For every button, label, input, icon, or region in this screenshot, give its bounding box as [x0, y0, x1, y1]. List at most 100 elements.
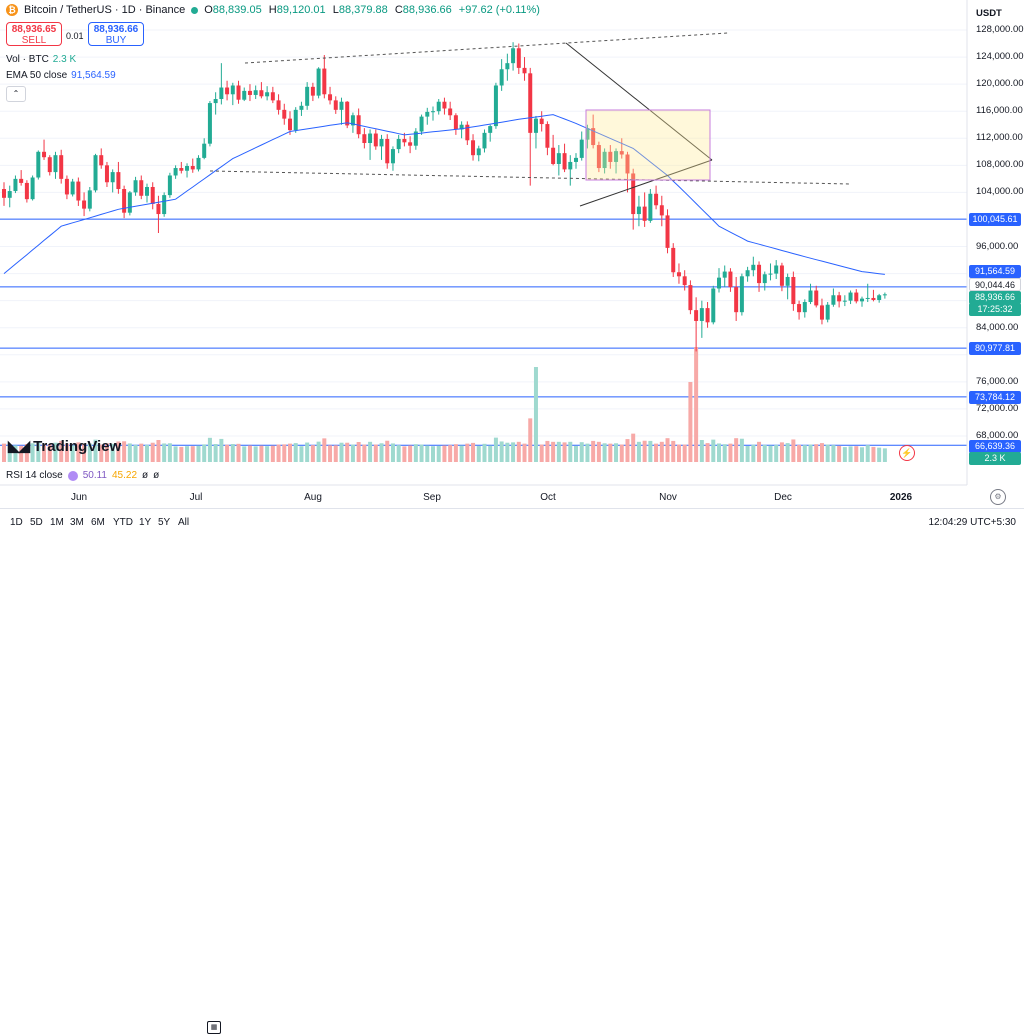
volume-bar	[562, 442, 567, 462]
rsi-legend[interactable]: RSI 14 close 50.11 45.22 ø ø	[6, 470, 159, 481]
calendar-icon[interactable]: ▦	[207, 1021, 221, 1034]
candle-body	[110, 172, 115, 183]
candle-body	[150, 186, 155, 204]
candle-body	[488, 126, 493, 133]
volume-bar	[76, 442, 81, 462]
candle-body	[162, 195, 167, 215]
price-chart[interactable]	[0, 0, 1024, 535]
candle-body	[585, 128, 590, 140]
candle-body	[196, 157, 201, 170]
range-button-5d[interactable]: 5D	[30, 517, 43, 528]
rsi-ma-value: 45.22	[112, 470, 138, 481]
candle-body	[574, 157, 578, 162]
triangle-lower-line	[579, 159, 713, 207]
candle-body	[202, 143, 207, 158]
volume-bar	[488, 445, 493, 462]
volume-bar	[288, 443, 292, 462]
candle-body	[339, 101, 344, 110]
range-button-3m[interactable]: 3M	[70, 517, 84, 528]
level-tag-66639: 66,639.36	[969, 440, 1021, 453]
volume-bar	[230, 444, 235, 462]
rsi-label: RSI 14 close	[6, 470, 63, 481]
volume-bar	[396, 445, 401, 462]
volume-bar	[762, 444, 767, 462]
volume-bar	[7, 444, 12, 462]
buy-button[interactable]: 88,936.66 BUY	[88, 22, 144, 46]
candle-body	[87, 190, 92, 209]
bitcoin-icon: ₿	[6, 4, 18, 16]
sell-button[interactable]: 88,936.65 SELL	[6, 22, 62, 46]
volume-bar	[42, 444, 47, 462]
level-tag-100045: 100,045.61	[969, 213, 1021, 226]
volume-legend[interactable]: Vol · BTC 2.3 K	[6, 54, 76, 65]
candle-body	[265, 92, 270, 97]
candle-body	[625, 154, 630, 174]
range-button-1y[interactable]: 1Y	[139, 517, 152, 528]
volume-bar	[568, 441, 573, 462]
candle-body	[19, 178, 24, 183]
candle-body	[305, 86, 310, 106]
candle-body	[2, 189, 6, 198]
trendline-drawings	[209, 32, 851, 207]
candle-body	[659, 205, 664, 216]
ema-price-tag: 91,564.59	[969, 265, 1021, 278]
candle-body	[333, 100, 338, 110]
volume-bar	[631, 433, 636, 462]
rsi-extra-2: ø	[153, 470, 160, 481]
volume-bar	[242, 446, 247, 462]
volume-bar	[671, 440, 676, 462]
candle-body	[70, 181, 75, 195]
candle-body	[47, 157, 52, 173]
tradingview-logo[interactable]: ◣◢ TradingView	[8, 437, 121, 456]
candle-body	[516, 48, 521, 68]
candle-body	[728, 271, 733, 288]
candle-body	[99, 155, 104, 166]
settings-icon[interactable]: ⚙	[990, 489, 1006, 505]
candle-body	[814, 290, 819, 306]
range-button-1d[interactable]: 1D	[10, 517, 23, 528]
candle-body	[36, 151, 41, 178]
candle-body	[127, 192, 132, 213]
collapse-legend-icon[interactable]: ⌃	[6, 86, 26, 102]
currency-label[interactable]: USDT	[976, 8, 1002, 19]
candle-body	[156, 203, 161, 215]
candle-body	[688, 285, 693, 311]
range-button-all[interactable]: All	[178, 517, 190, 528]
volume-bar	[2, 443, 6, 462]
volume-bar	[425, 445, 430, 462]
chart-grid	[0, 29, 967, 437]
candle-body	[408, 142, 413, 146]
range-button-6m[interactable]: 6M	[91, 517, 105, 528]
volume-bar	[648, 440, 653, 462]
sell-label: SELL	[21, 35, 47, 46]
volume-bar	[350, 444, 355, 462]
lightning-icon[interactable]: ⚡	[899, 445, 915, 461]
rsi-settings-icon[interactable]	[67, 470, 78, 481]
range-button-1m[interactable]: 1M	[50, 517, 64, 528]
candle-body	[373, 133, 378, 147]
high-value: 89,120.01	[276, 4, 326, 16]
candle-body	[471, 140, 476, 156]
volume-bar	[442, 445, 447, 462]
volume-bar	[865, 445, 870, 462]
volume-bar	[688, 382, 693, 462]
volume-bar	[127, 443, 132, 462]
candle-body	[671, 247, 676, 273]
candle-body	[368, 133, 373, 144]
price-tick: 112,000.00	[976, 132, 1023, 144]
volume-bar	[265, 446, 270, 462]
price-tick: 68,000.00	[976, 430, 1019, 441]
range-button-5y[interactable]: 5Y	[158, 517, 171, 528]
ema-legend[interactable]: EMA 50 close 91,564.59	[6, 70, 116, 81]
clock[interactable]: 12:04:29 UTC+5:30	[928, 517, 1016, 528]
candle-body	[854, 292, 859, 302]
candle-body	[362, 134, 367, 144]
candle-body	[785, 276, 790, 286]
volume-bar	[779, 442, 784, 462]
volume-bar	[482, 443, 487, 462]
candle-body	[299, 105, 304, 110]
range-button-ytd[interactable]: YTD	[113, 517, 133, 528]
symbol-title[interactable]: Bitcoin / TetherUS · 1D · Binance	[24, 4, 186, 16]
candle-body	[528, 73, 533, 133]
volume-bar	[642, 440, 647, 462]
